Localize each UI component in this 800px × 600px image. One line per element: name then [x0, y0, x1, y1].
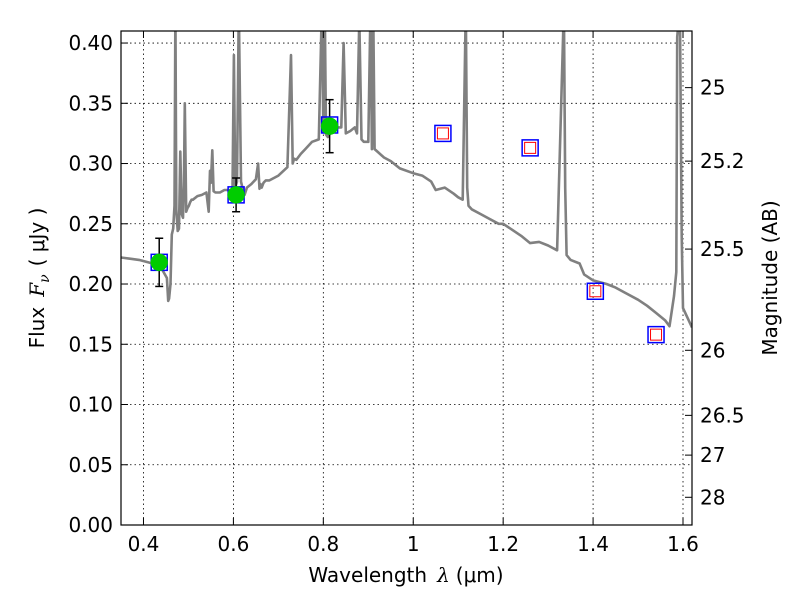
model-photometry-square	[586, 282, 605, 301]
y2-tick-label: 26	[700, 338, 725, 362]
y-tick-label: 0.20	[68, 272, 113, 296]
y2-tick-label: 25.5	[700, 237, 745, 261]
series-layer	[121, 31, 692, 344]
model-photometry-square	[434, 124, 452, 143]
model-photometry-square	[521, 139, 539, 157]
x-tick-label: 0.6	[217, 532, 249, 556]
y-tick-label: 0.05	[68, 453, 113, 477]
model-spectrum-line	[121, 31, 692, 328]
y2-axis-title: Magnitude (AB)	[758, 200, 782, 355]
predicted-band-square	[589, 285, 602, 298]
y2-tick-label: 26.5	[700, 403, 745, 427]
y-tick-label: 0.15	[68, 332, 113, 356]
observed-point	[320, 117, 339, 135]
x-tick-label: 0.8	[307, 532, 339, 556]
observed-point	[150, 253, 168, 272]
observed-point	[227, 186, 245, 204]
plot-area	[121, 31, 692, 525]
y-tick-label: 0.00	[68, 513, 113, 537]
x-axis-title: Wavelength λ (μm)	[308, 563, 503, 587]
x-tick-label: 1.2	[487, 532, 519, 556]
x-tick-label: 1.4	[577, 532, 609, 556]
predicted-band-square	[650, 328, 663, 341]
y-tick-label: 0.30	[68, 152, 113, 176]
plot-frame	[120, 30, 693, 526]
y2-tick-label: 27	[700, 443, 725, 467]
y-axis-title: FluxFν( μJy )	[25, 208, 53, 349]
predicted-band-square	[436, 127, 449, 140]
predicted-band-square	[524, 141, 537, 154]
y2-tick-label: 25.2	[700, 149, 745, 173]
y-tick-label: 0.25	[68, 212, 113, 236]
y-tick-label: 0.40	[68, 31, 113, 55]
y-tick-label: 0.10	[68, 393, 113, 417]
y2-tick-label: 25	[700, 76, 725, 100]
y2-tick-label: 28	[700, 485, 725, 509]
x-tick-label: 0.4	[128, 532, 160, 556]
x-tick-label: 1	[407, 532, 420, 556]
y-tick-label: 0.35	[68, 91, 113, 115]
model-photometry-square	[647, 325, 665, 344]
x-tick-label: 1.6	[667, 532, 699, 556]
axes: 0.4 0.6 0.8 1 1.2 1.4 1.6 0.00 0.05 0.10 0.15 0.20 0…	[68, 31, 745, 556]
